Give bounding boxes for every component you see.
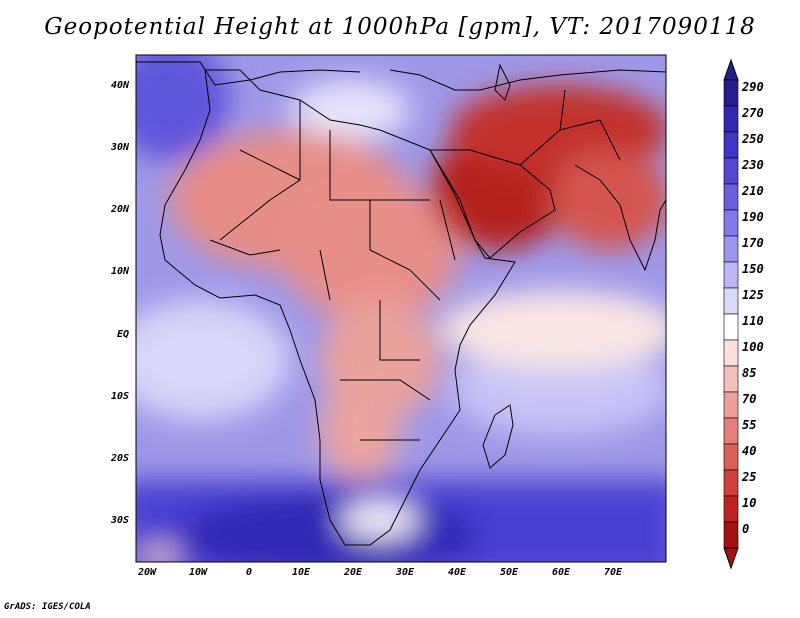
lat-label-40n: 40N xyxy=(110,80,129,91)
coastlines xyxy=(136,61,666,546)
colorbar-swatch xyxy=(723,521,739,549)
colorbar xyxy=(723,58,739,570)
colorbar-swatch xyxy=(723,495,739,523)
colorbar-swatch xyxy=(723,131,739,159)
chart-title: Geopotential Height at 1000hPa [gpm], VT… xyxy=(44,14,756,40)
colorbar-swatch xyxy=(723,339,739,367)
lat-label-eq: EQ xyxy=(116,329,129,340)
lon-label-30e: 30E xyxy=(395,567,415,578)
colorbar-label-10: 10 xyxy=(742,496,757,510)
colorbar-swatch xyxy=(723,209,739,237)
geopotential-shading xyxy=(136,55,666,562)
colorbar-arrow-bottom xyxy=(723,547,739,570)
lon-label-70e: 70E xyxy=(603,567,623,578)
lon-label-60e: 60E xyxy=(551,567,571,578)
colorbar-swatch xyxy=(723,105,739,133)
colorbar-label-85: 85 xyxy=(742,366,757,380)
colorbar-label-0: 0 xyxy=(742,522,750,536)
colorbar-label-125: 125 xyxy=(742,288,764,302)
colorbar-swatch xyxy=(723,157,739,185)
colorbar-swatch xyxy=(723,183,739,211)
lon-label-10w: 10W xyxy=(188,567,208,578)
lon-label-50e: 50E xyxy=(499,567,519,578)
colorbar-swatch xyxy=(723,469,739,497)
credit-text: GrADS: IGES/COLA xyxy=(4,602,91,612)
colorbar-swatch xyxy=(723,365,739,393)
colorbar-label-70: 70 xyxy=(742,392,757,406)
colorbar-label-230: 230 xyxy=(742,158,764,172)
lon-label-20e: 20E xyxy=(343,567,363,578)
colorbar-label-100: 100 xyxy=(742,340,764,354)
colorbar-label-170: 170 xyxy=(742,236,764,250)
colorbar-swatch xyxy=(723,261,739,289)
colorbar-label-110: 110 xyxy=(742,314,764,328)
lon-label-40e: 40E xyxy=(447,567,467,578)
colorbar-swatch xyxy=(723,391,739,419)
colorbar-label-290: 290 xyxy=(742,80,764,94)
colorbar-label-40: 40 xyxy=(742,444,757,458)
colorbar-label-190: 190 xyxy=(742,210,764,224)
colorbar-label-210: 210 xyxy=(742,184,764,198)
lat-label-20n: 20N xyxy=(110,204,129,215)
lat-label-30s: 30S xyxy=(110,515,129,526)
colorbar-label-270: 270 xyxy=(742,106,764,120)
colorbar-label-55: 55 xyxy=(742,418,757,432)
lat-label-10s: 10S xyxy=(110,391,129,402)
lon-label-0: 0 xyxy=(245,567,253,578)
colorbar-label-250: 250 xyxy=(742,132,764,146)
colorbar-swatch xyxy=(723,313,739,341)
colorbar-arrow-top xyxy=(723,58,739,81)
lat-label-20s: 20S xyxy=(110,453,129,464)
colorbar-label-150: 150 xyxy=(742,262,764,276)
lon-label-10e: 10E xyxy=(291,567,311,578)
lat-label-30n: 30N xyxy=(110,142,129,153)
colorbar-swatch xyxy=(723,287,739,315)
colorbar-label-25: 25 xyxy=(742,470,757,484)
colorbar-swatch xyxy=(723,443,739,471)
lon-label-20w: 20W xyxy=(137,567,157,578)
lat-label-10n: 10N xyxy=(110,266,129,277)
colorbar-swatch xyxy=(723,417,739,445)
plot-frame xyxy=(135,54,667,563)
colorbar-swatch xyxy=(723,79,739,107)
colorbar-swatch xyxy=(723,235,739,263)
